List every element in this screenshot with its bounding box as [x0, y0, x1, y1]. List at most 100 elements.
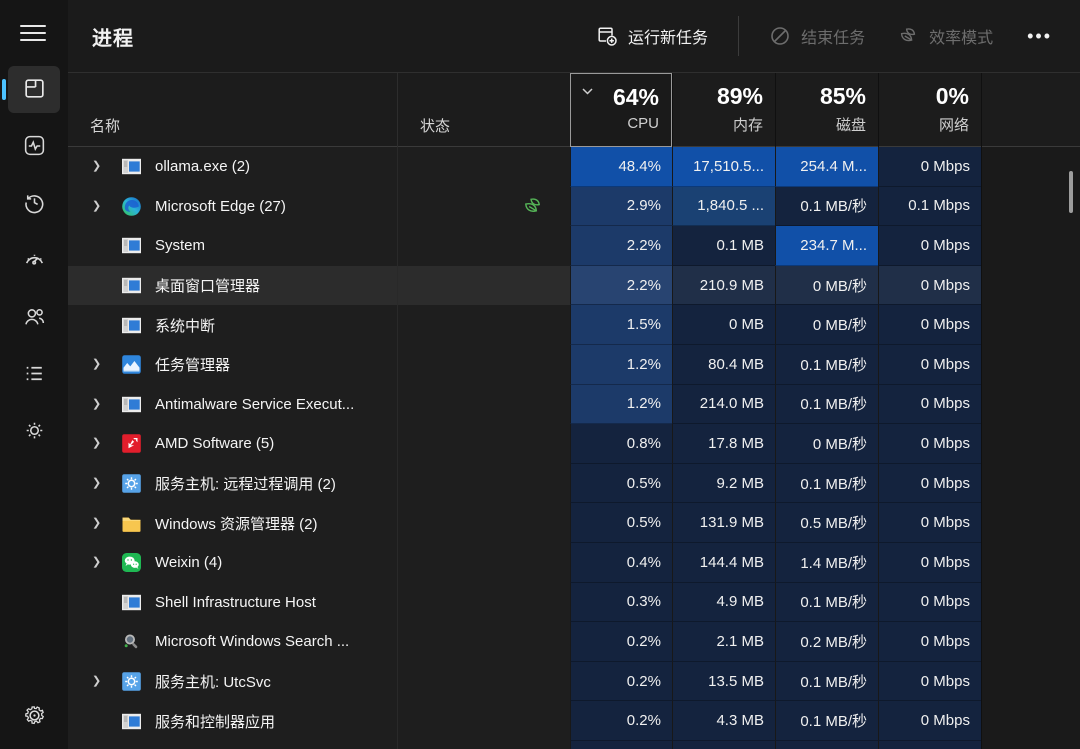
expand-chevron-icon[interactable]: ❯: [92, 398, 108, 410]
mem-value-cell: 9.2 MB: [672, 463, 775, 504]
expand-chevron-icon[interactable]: ❯: [92, 438, 108, 449]
expand-chevron-icon[interactable]: ❯: [92, 557, 108, 568]
cpu-value-cell: 48.4%: [570, 147, 672, 187]
row-filler: [981, 701, 1080, 741]
table-row[interactable]: ❯ Antimalware Service Execut... 1.2% 214.0 …: [68, 384, 1080, 425]
process-name: 桌面窗口管理器: [155, 278, 261, 296]
performance-icon: [22, 133, 47, 161]
hamburger-menu-button[interactable]: [20, 20, 48, 46]
column-header-name[interactable]: 名称: [68, 73, 398, 147]
mem-value-cell: 2.1 MB: [672, 622, 775, 662]
table-row[interactable]: ❯系统中断 1.5%0 MB0 MB/秒0 Mbps: [68, 305, 1080, 345]
sort-chevron-down-icon: [581, 83, 594, 95]
table-row[interactable]: ❯ Windows 资源管理器 (2) 0.5% 131.9 MB 0.5 MB/秒 0 …: [68, 503, 1080, 543]
net-value-cell: 0 Mbps: [878, 622, 981, 662]
net-value-cell: 0 Mbps: [878, 226, 981, 266]
disk-value-cell: 0.1 MB/秒: [775, 463, 878, 504]
sidebar-item-processes[interactable]: [2, 66, 60, 113]
process-status-cell: [398, 305, 570, 345]
mem-value-cell: 1,840.5 ...: [672, 186, 775, 227]
name-header-label: 名称: [90, 118, 121, 135]
mem-value-cell: [672, 740, 775, 749]
window-app-icon: [121, 592, 142, 613]
process-name-cell: ❯ ollama.exe (2): [68, 147, 398, 187]
cpu-value-cell: 1.5%: [570, 305, 672, 345]
expand-chevron-icon[interactable]: ❯: [92, 359, 108, 370]
column-header-cpu[interactable]: 64% CPU: [570, 73, 672, 147]
table-row[interactable]: ❯ 服务主机: 远程过程调用 (2) 0.5% 9.2 MB 0.1 MB/秒 0 Mbp…: [68, 463, 1080, 504]
services-gear-icon: [22, 418, 47, 446]
window-app-icon: [121, 315, 142, 336]
row-filler: [981, 661, 1080, 702]
table-row[interactable]: ❯ Weixin (4) 0.4% 144.4 MB 1.4 MB/秒 0 Mbps: [68, 542, 1080, 583]
table-row[interactable]: ❯Shell Infrastructure Host 0.3%4.9 MB0.1 …: [68, 582, 1080, 623]
process-status-cell: [398, 542, 570, 583]
vertical-scrollbar-thumb[interactable]: [1069, 171, 1073, 213]
process-name-cell: ❯ Microsoft Edge (27): [68, 186, 398, 227]
table-row[interactable]: ❯ AMD Software (5) 0.8% 17.8 MB 0 MB/秒 0 Mbps: [68, 424, 1080, 464]
table-row[interactable]: ❯ 任务管理器 1.2% 80.4 MB 0.1 MB/秒 0 Mbps: [68, 344, 1080, 385]
process-table-body: ❯ ollama.exe (2) 48.4% 17,510.5... 254.4 M..…: [68, 147, 1080, 749]
sidebar-item-performance[interactable]: [8, 123, 60, 170]
cpu-usage-percent: 64%: [612, 84, 659, 110]
list-icon: [22, 361, 47, 389]
column-header-net[interactable]: 0% 网络: [878, 73, 981, 147]
disk-value-cell: 234.7 M...: [775, 226, 878, 266]
sidebar-item-startup[interactable]: [8, 237, 60, 284]
more-options-button[interactable]: •••: [1013, 18, 1066, 55]
process-name-cell: ❯Shell Infrastructure Host: [68, 582, 398, 623]
process-name-cell: ❯ 服务主机: 远程过程调用 (2): [68, 463, 398, 504]
window-app-icon: [121, 156, 142, 177]
table-row[interactable]: ❯: [68, 740, 1080, 749]
table-row[interactable]: ❯ 服务主机: UtcSvc 0.2% 13.5 MB 0.1 MB/秒 0 Mbps: [68, 661, 1080, 702]
window-app-icon: [121, 235, 142, 256]
efficiency-mode-button[interactable]: 效率模式: [885, 16, 1005, 56]
row-filler: [981, 265, 1080, 306]
net-value-cell: 0 Mbps: [878, 582, 981, 623]
disk-value-cell: 0.1 MB/秒: [775, 344, 878, 385]
mem-value-cell: 214.0 MB: [672, 384, 775, 425]
run-new-task-button[interactable]: 运行新任务: [584, 16, 720, 56]
process-status-cell: [398, 186, 570, 227]
net-value-cell: 0 Mbps: [878, 661, 981, 702]
run-new-task-icon: [598, 27, 617, 46]
process-status-cell: [398, 147, 570, 187]
cpu-value-cell: 0.2%: [570, 701, 672, 741]
sidebar-item-details[interactable]: [8, 351, 60, 398]
process-name-cell: ❯ Weixin (4): [68, 542, 398, 583]
process-status-cell: [398, 701, 570, 741]
table-row[interactable]: ❯ ollama.exe (2) 48.4% 17,510.5... 254.4 M..…: [68, 147, 1080, 187]
expand-chevron-icon[interactable]: ❯: [92, 478, 108, 489]
process-status-cell: [398, 344, 570, 385]
process-name-cell: ❯服务和控制器应用: [68, 701, 398, 741]
cpu-value-cell: 2.2%: [570, 226, 672, 266]
disk-value-cell: 0.1 MB/秒: [775, 701, 878, 741]
net-value-cell: 0.1 Mbps: [878, 186, 981, 227]
sidebar-item-users[interactable]: [8, 294, 60, 341]
column-header-status[interactable]: 状态: [398, 73, 570, 147]
table-row[interactable]: ❯Microsoft Windows Search ...0.2%2.1 MB0…: [68, 622, 1080, 662]
process-status-cell: [398, 265, 570, 306]
net-value-cell: 0 Mbps: [878, 701, 981, 741]
table-row[interactable]: ❯服务和控制器应用 0.2%4.3 MB0.1 MB/秒0 Mbps: [68, 701, 1080, 741]
sidebar-item-settings[interactable]: [8, 692, 60, 739]
disk-value-cell: 0.1 MB/秒: [775, 186, 878, 227]
table-row[interactable]: ❯桌面窗口管理器 2.2%210.9 MB0 MB/秒0 Mbps: [68, 265, 1080, 306]
end-task-button[interactable]: 结束任务: [757, 16, 877, 56]
sidebar-item-services[interactable]: [8, 408, 60, 455]
row-filler: [981, 344, 1080, 385]
process-status-cell: [398, 226, 570, 266]
cpu-value-cell: [570, 740, 672, 749]
cpu-value-cell: 2.2%: [570, 265, 672, 306]
column-header-disk[interactable]: 85% 磁盘: [775, 73, 878, 147]
expand-chevron-icon[interactable]: ❯: [92, 161, 108, 172]
expand-chevron-icon[interactable]: ❯: [92, 200, 108, 212]
expand-chevron-icon[interactable]: ❯: [92, 676, 108, 687]
sidebar-item-app-history[interactable]: [8, 180, 60, 227]
table-row[interactable]: ❯ Microsoft Edge (27) 2.9% 1,840.5 ... 0.1 M…: [68, 186, 1080, 227]
column-header-mem[interactable]: 89% 内存: [672, 73, 775, 147]
more-options-icon: •••: [1027, 25, 1052, 46]
expand-chevron-icon[interactable]: ❯: [92, 517, 108, 529]
